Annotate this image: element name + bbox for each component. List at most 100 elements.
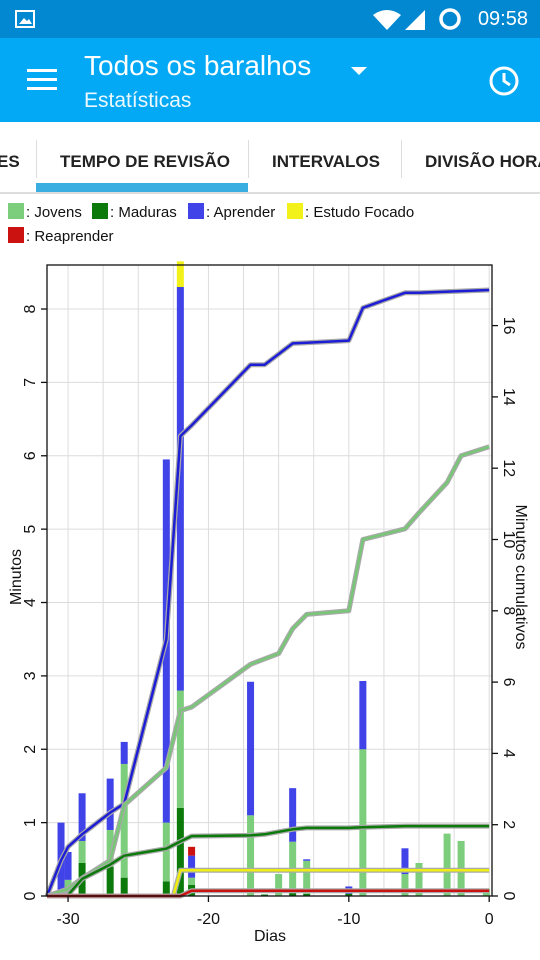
bar-segment <box>247 681 255 816</box>
bar-segment <box>176 261 184 288</box>
bar-segment <box>289 893 297 896</box>
sync-icon <box>439 8 461 30</box>
y-tick-label: 5 <box>22 525 39 534</box>
legend-label: : Estudo Focado <box>305 204 415 221</box>
y-right-tick-label: 10 <box>500 531 517 549</box>
bar-segment <box>176 807 184 896</box>
y-tick-label: 2 <box>22 745 39 754</box>
tab-review-time[interactable]: TEMPO DE REVISÃO <box>60 152 231 171</box>
legend-item-reaprender: : Reaprender <box>8 227 114 245</box>
bar-segment <box>188 877 196 885</box>
y-right-tick-label: 2 <box>500 820 517 829</box>
tab-intervals[interactable]: INTERVALOS <box>272 152 380 171</box>
tab-hourly-breakdown[interactable]: DIVISÃO HORÁRIA <box>425 152 540 171</box>
bar-segment <box>120 763 128 878</box>
bar-segment <box>359 681 367 750</box>
bar-segment <box>78 793 86 841</box>
cumulative-line <box>45 288 490 897</box>
bar-segment <box>106 778 114 830</box>
x-axis-label: Dias <box>254 928 286 945</box>
bar-segment <box>289 841 297 894</box>
bar-segment <box>188 855 196 878</box>
legend-swatch <box>8 203 24 219</box>
bar-segment <box>401 873 409 896</box>
y-right-tick-label: 12 <box>500 459 517 477</box>
legend-label: : Reaprender <box>26 228 114 245</box>
legend-item-jovens: : Jovens <box>8 203 82 221</box>
tab-divider <box>248 140 249 178</box>
bar-segment <box>401 848 409 874</box>
y-tick-label: 1 <box>22 818 39 827</box>
y-axis-right-label: Minutos cumulativos <box>512 505 529 650</box>
chart-grid <box>47 265 492 897</box>
bar-segment <box>303 893 311 896</box>
y-tick-label: 0 <box>22 891 39 900</box>
bar-segment <box>106 866 114 896</box>
bar-segment <box>162 881 170 896</box>
bar-segment <box>289 788 297 842</box>
bar-segment <box>415 862 423 896</box>
dropdown-arrow-icon[interactable] <box>349 65 369 77</box>
legend-item-maduras: : Maduras <box>92 203 177 221</box>
x-tick-label: -30 <box>56 911 79 928</box>
menu-icon[interactable] <box>27 68 57 92</box>
bar-segment <box>261 894 269 896</box>
bar-segment <box>176 287 184 691</box>
image-notification-icon <box>15 10 35 28</box>
y-tick-label: 7 <box>22 378 39 387</box>
bar-segment <box>106 829 114 867</box>
app-bar: Todos os baralhos Estatísticas <box>0 38 540 122</box>
y-right-tick-label: 6 <box>500 678 517 687</box>
legend-swatch <box>287 203 303 219</box>
y-tick-label: 3 <box>22 671 39 680</box>
legend-swatch <box>8 227 24 243</box>
bar-segment <box>176 690 184 808</box>
bar-segment <box>120 877 128 896</box>
bar-segment <box>303 860 311 894</box>
legend-label: : Aprender <box>206 204 276 221</box>
legend-label: : Maduras <box>110 204 177 221</box>
bar-segment <box>303 859 311 861</box>
bar-segment <box>359 749 367 896</box>
bar-segment <box>275 873 283 896</box>
tab-divider <box>36 140 37 178</box>
y-tick-label: 4 <box>22 598 39 607</box>
legend-swatch <box>188 203 204 219</box>
y-right-tick-label: 14 <box>500 388 517 406</box>
tab-divider <box>401 140 402 178</box>
plot-frame <box>46 264 493 897</box>
x-tick-label: -10 <box>337 911 360 928</box>
y-tick-label: 8 <box>22 304 39 313</box>
y-right-tick-label: 16 <box>500 317 517 335</box>
wifi-icon <box>373 10 401 30</box>
y-right-tick-label: 0 <box>500 892 517 901</box>
page-subtitle: Estatísticas <box>84 89 192 112</box>
legend-swatch <box>92 203 108 219</box>
bar-segment <box>188 846 196 856</box>
y-tick-label: 6 <box>22 451 39 460</box>
cumulative-line <box>46 445 490 898</box>
legend-label: : Jovens <box>26 204 82 221</box>
bar-segment <box>443 833 451 896</box>
bar-segment <box>120 741 128 764</box>
y-right-tick-label: 4 <box>500 749 517 758</box>
y-right-tick-label: 8 <box>500 606 517 615</box>
legend-item-estudo-focado: : Estudo Focado <box>287 203 414 221</box>
legend-item-aprender: : Aprender <box>188 203 275 221</box>
tab-overview[interactable]: ES <box>0 152 20 171</box>
bar-segment <box>345 893 353 896</box>
stats-tab-bar: ES TEMPO DE REVISÃO INTERVALOS DIVISÃO H… <box>0 122 540 194</box>
deck-selector-title[interactable]: Todos os baralhos <box>84 50 312 81</box>
y-axis-label: Minutos <box>8 549 25 605</box>
status-bar: 09:58 <box>0 0 540 38</box>
selected-tab-indicator <box>36 183 248 192</box>
x-tick-label: 0 <box>485 911 494 928</box>
bar-segment <box>162 822 170 882</box>
history-clock-icon[interactable] <box>488 65 520 97</box>
cumulative-line <box>46 824 490 898</box>
cell-signal-icon <box>405 10 425 30</box>
bar-segment <box>64 851 72 880</box>
x-tick-label: -20 <box>197 911 220 928</box>
